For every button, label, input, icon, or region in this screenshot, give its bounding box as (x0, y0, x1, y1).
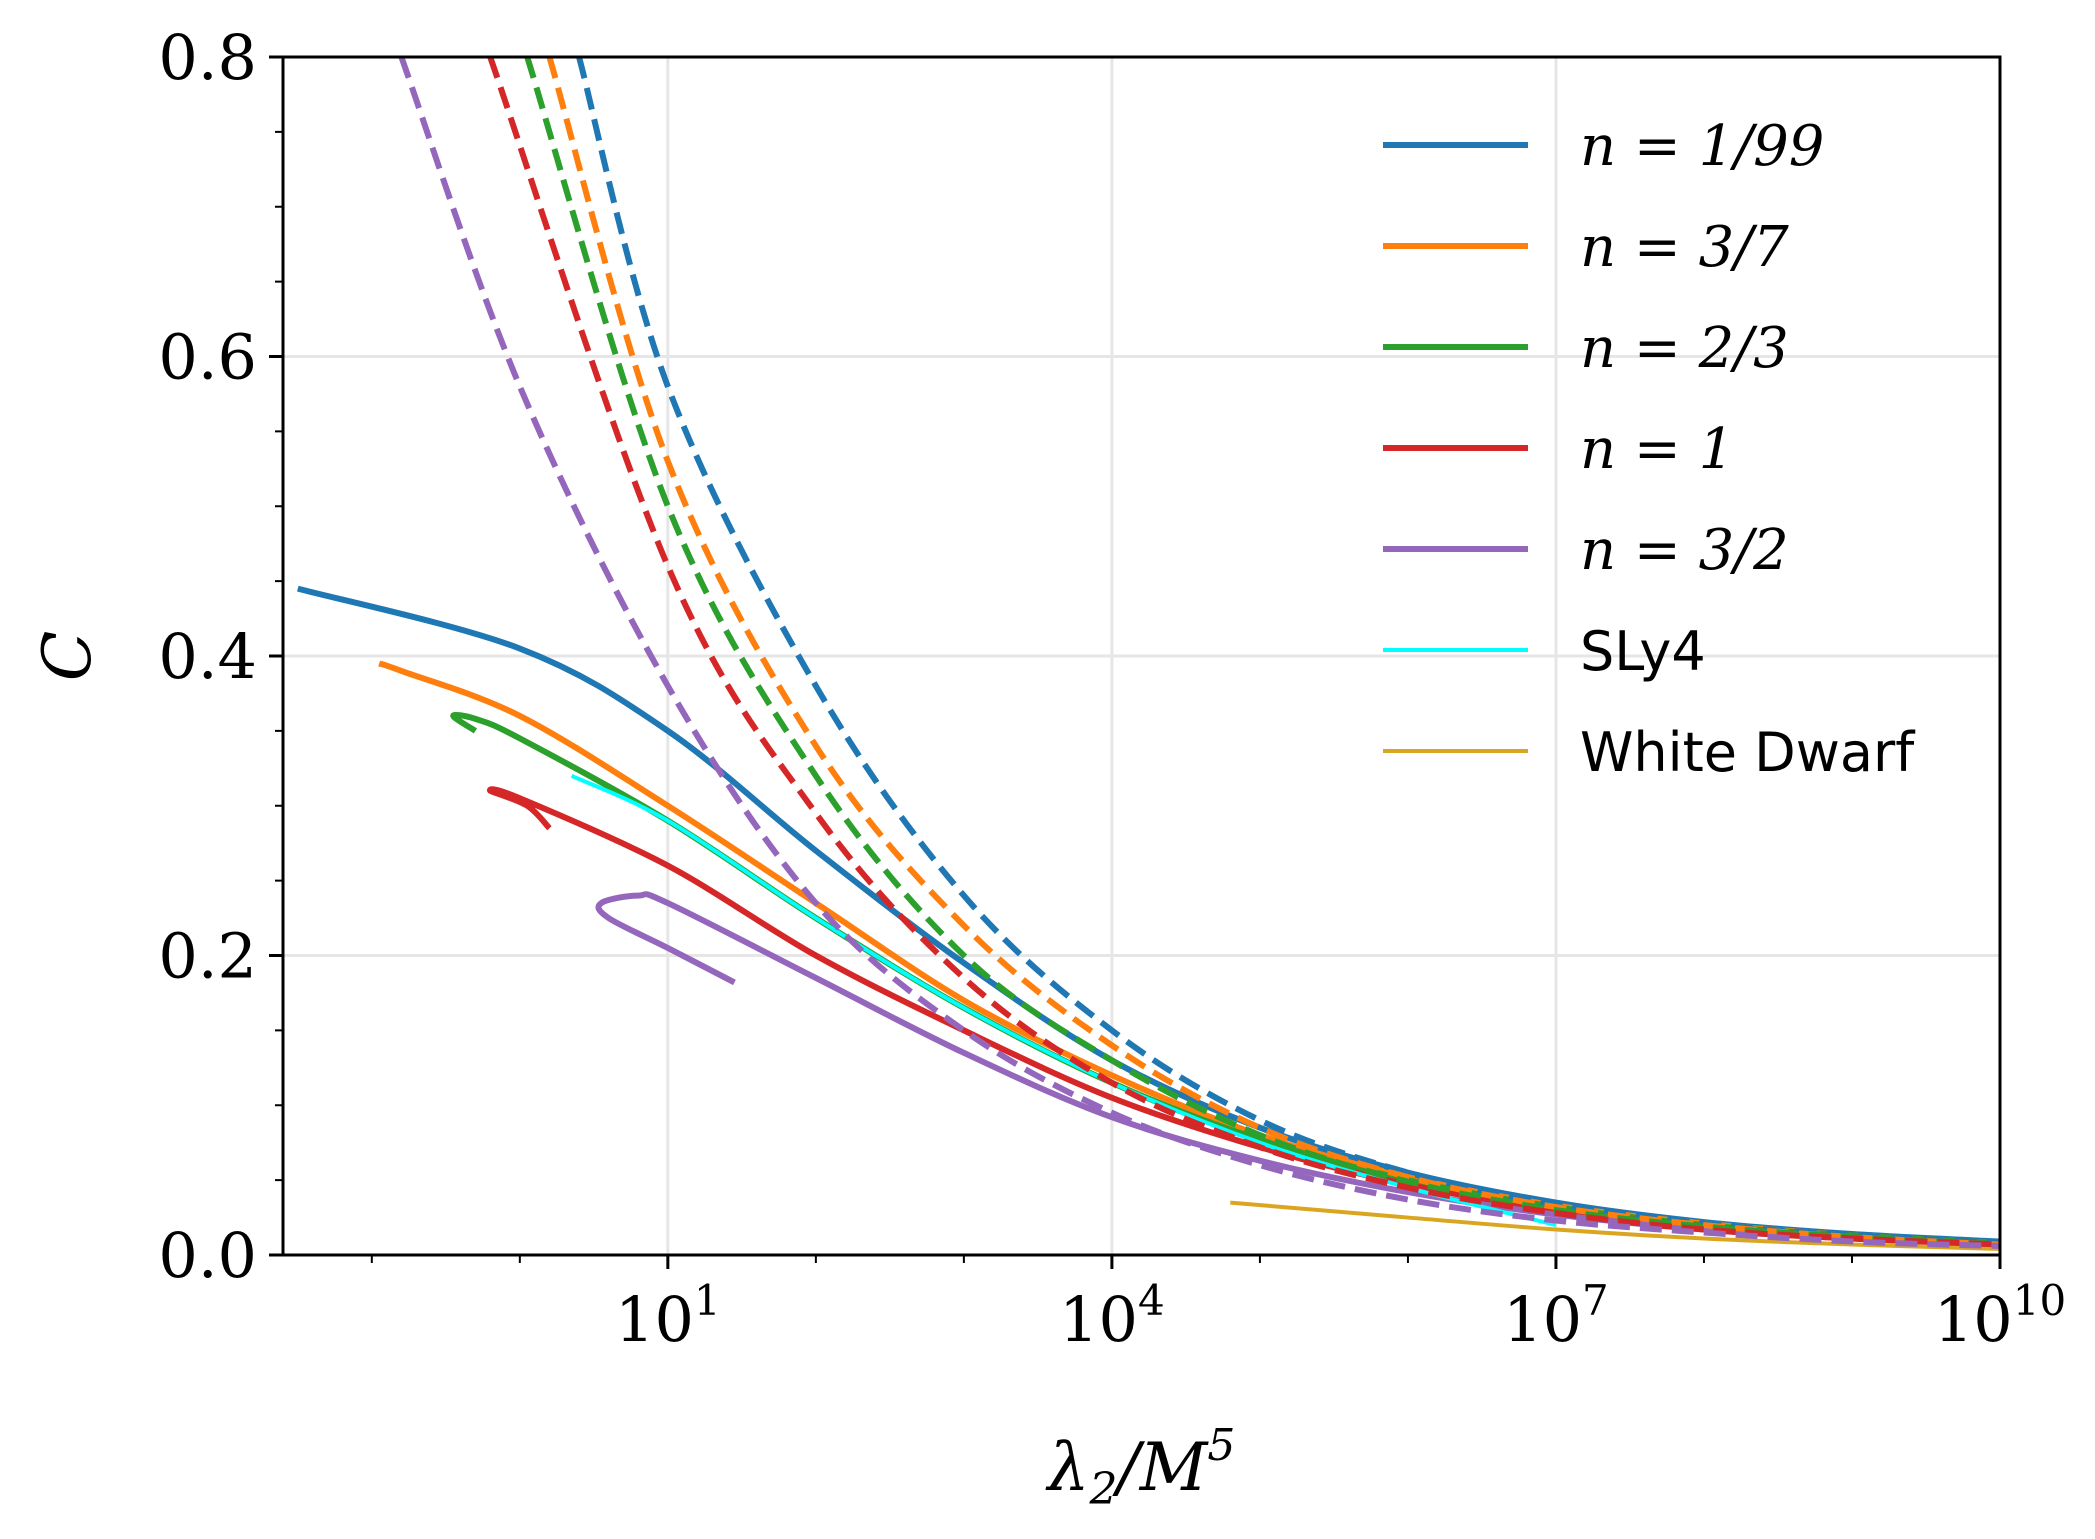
series-sly4 (570, 773, 1557, 1227)
y-tick-label: 0.8 (158, 21, 257, 94)
legend-label: n = 2/3 (1580, 316, 1789, 381)
series-layer (297, 55, 2001, 1252)
legend-label: White Dwarf (1580, 721, 1916, 784)
ticks: 0.0 0.2 0.4 0.6 0.8 101 104 107 1010 (158, 21, 2066, 1356)
y-tick-label: 0.2 (158, 920, 257, 993)
legend-label: SLy4 (1580, 620, 1706, 683)
series-n-1-99 (297, 585, 2001, 1245)
x-axis-label: λ2/M5 (1045, 1420, 1236, 1515)
legend-label: n = 1 (1580, 417, 1734, 482)
series-n-3-2 (595, 891, 2001, 1248)
x-tick-label: 1010 (1934, 1276, 2066, 1356)
legend-label: n = 3/7 (1580, 215, 1789, 280)
y-tick-label: 0.4 (158, 620, 257, 693)
series-n-3-2-dashed (398, 55, 2001, 1250)
x-tick-label: 101 (615, 1276, 721, 1356)
series-n-2-3 (450, 711, 2001, 1247)
y-tick-label: 0.6 (158, 321, 257, 394)
x-tick-label: 104 (1059, 1276, 1165, 1356)
series-n-1-dashed (487, 56, 2001, 1248)
y-tick-label: 0.0 (158, 1219, 257, 1292)
series-n-1 (486, 786, 2001, 1248)
y-axis-label: C (29, 631, 106, 682)
legend-label: n = 3/2 (1580, 518, 1789, 583)
x-tick-label: 107 (1503, 1276, 1609, 1356)
legend: n = 1/99 n = 3/7 n = 2/3 n = 1 n = 3/2 SLy4 Wh… (1383, 114, 1916, 784)
legend-label: n = 1/99 (1580, 114, 1824, 179)
